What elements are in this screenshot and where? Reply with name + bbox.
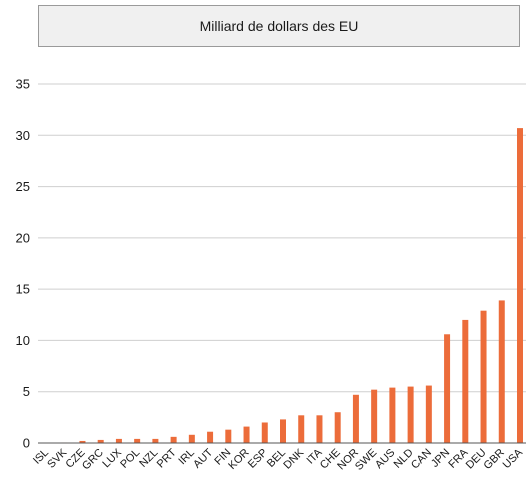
bar-dnk xyxy=(298,415,305,443)
gridlines xyxy=(38,83,526,393)
y-tick-label: 35 xyxy=(16,77,30,92)
bar-cze xyxy=(79,440,86,443)
bar-irl xyxy=(188,434,195,443)
bar-kor xyxy=(243,426,250,443)
bar-ita xyxy=(316,415,323,443)
x-tick-label-jpn: JPN xyxy=(429,447,452,470)
bar-aut xyxy=(207,431,214,443)
bar-deu xyxy=(480,310,487,443)
bar-nor xyxy=(352,394,359,443)
bar-pol xyxy=(134,438,141,443)
bar-lux xyxy=(115,438,122,443)
y-tick-label: 10 xyxy=(16,333,30,348)
bar-nzl xyxy=(152,438,159,443)
bar-nld xyxy=(407,386,414,443)
chart-title-box: Milliard de dollars des EU xyxy=(38,5,520,47)
y-tick-label: 15 xyxy=(16,282,30,297)
bar-swe xyxy=(371,389,378,443)
y-tick-label: 0 xyxy=(23,436,30,451)
y-tick-label: 30 xyxy=(16,128,30,143)
bar-gbr xyxy=(498,300,505,443)
y-tick-label: 5 xyxy=(23,384,30,399)
bar-bel xyxy=(280,419,286,443)
bar-fin xyxy=(225,429,232,443)
bar-usa xyxy=(517,128,523,443)
chart-title: Milliard de dollars des EU xyxy=(199,18,359,34)
bars xyxy=(61,128,523,443)
bar-grc xyxy=(97,439,104,443)
y-tick-label: 20 xyxy=(16,230,30,245)
bar-esp xyxy=(261,422,268,443)
x-tick-label-usa: USA xyxy=(501,446,526,471)
x-axis-labels: ISLSVKCZEGRCLUXPOLNZLPRTIRLAUTFINKORESPB… xyxy=(31,446,526,473)
bar-che xyxy=(334,412,341,443)
y-axis-ticks: 0 5 10 15 20 25 30 35 xyxy=(16,77,30,451)
bar-fra xyxy=(462,319,469,443)
x-tick-label-dnk: DNK xyxy=(281,446,306,471)
x-tick-label-nzl: NZL xyxy=(137,447,160,470)
y-tick-label: 25 xyxy=(16,179,30,194)
bar-jpn xyxy=(444,334,451,443)
bar-can xyxy=(425,385,432,443)
bar-prt xyxy=(170,436,177,443)
bar-aus xyxy=(389,387,396,443)
